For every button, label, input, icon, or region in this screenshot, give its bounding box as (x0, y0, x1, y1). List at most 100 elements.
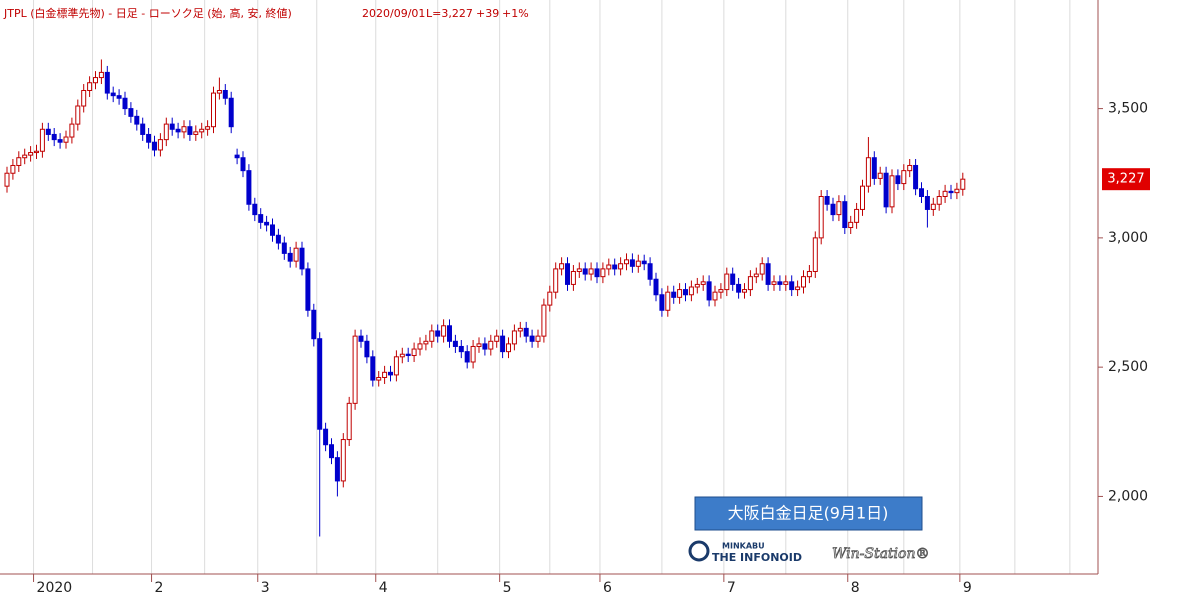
candle-body (576, 268, 582, 272)
candle-body (134, 115, 140, 125)
candle-body (712, 291, 718, 301)
candle-body (63, 136, 69, 143)
candle-body (753, 273, 759, 278)
candle-body (346, 402, 352, 441)
candle-body (494, 335, 500, 342)
candle-body (488, 340, 494, 350)
candle-body (860, 185, 865, 210)
candle-body (34, 150, 39, 154)
candle-body (287, 252, 293, 262)
candle-body (706, 281, 712, 301)
candle-body (169, 123, 175, 130)
candle-body (98, 71, 104, 79)
candle-body (393, 356, 399, 376)
candle-body (948, 190, 954, 194)
candle-body (694, 283, 700, 288)
chart-title: JTPL (白金標準先物) - 日足 - ローソク足 (始, 高, 安, 終値) (3, 6, 292, 20)
candle-body (924, 196, 930, 210)
candle-body (759, 263, 765, 275)
candle-body (671, 291, 677, 298)
candle-body (69, 123, 75, 138)
candle-body (299, 247, 305, 270)
candle-body (765, 263, 771, 285)
candle-body (806, 270, 812, 278)
candle-body (865, 157, 871, 187)
candle-body (22, 154, 28, 159)
candle-body (382, 371, 388, 378)
candle-body (246, 170, 252, 205)
candle-body (724, 273, 730, 291)
candle-body (281, 242, 287, 254)
candle-body (730, 273, 736, 285)
x-tick-label: 2020 (37, 580, 73, 596)
candle-body (523, 327, 529, 337)
candle-body (789, 281, 795, 291)
x-tick-label: 2 (155, 580, 164, 596)
candle-body (818, 196, 824, 239)
y-tick-label: 3,000 (1108, 230, 1148, 246)
candle-body (582, 268, 588, 275)
candle-body (635, 260, 641, 267)
candle-body (411, 348, 417, 357)
candle-body (836, 201, 842, 216)
change-pct: +1% (502, 7, 529, 20)
candle-body (340, 439, 346, 482)
candle-body (612, 264, 618, 270)
candle-body (783, 281, 789, 285)
candle-body (364, 340, 370, 358)
candle-body (736, 283, 742, 293)
logo-icon (688, 540, 710, 562)
annotation: 大阪白金日足(9月1日) (728, 504, 889, 523)
candle-body (211, 92, 216, 128)
candle-body (565, 263, 570, 285)
candle-body (441, 325, 447, 337)
candle-body (942, 190, 948, 198)
candle-body (4, 172, 10, 187)
candle-body (187, 126, 193, 135)
candle-body (901, 170, 907, 185)
candle-body (919, 188, 924, 198)
x-tick-label: 7 (727, 580, 736, 596)
x-tick-label: 3 (261, 580, 270, 596)
candle-body (506, 343, 511, 353)
candle-body (464, 351, 470, 363)
candle-body (311, 309, 317, 340)
candle-body (517, 327, 523, 332)
candle-body (199, 128, 205, 133)
candle-body (777, 281, 783, 285)
annotation-box (694, 496, 923, 531)
candle-body (659, 294, 665, 311)
candle-body (417, 343, 423, 350)
candle-body (370, 356, 376, 381)
candle-body (913, 164, 919, 190)
candle-body (305, 268, 311, 311)
candle-body (388, 371, 393, 376)
candle-body (264, 221, 270, 226)
candle-body (240, 157, 246, 172)
candle-body (334, 457, 340, 482)
candle-body (683, 289, 688, 296)
candle-body (629, 259, 635, 267)
candle-body (252, 203, 258, 216)
x-tick-label: 8 (851, 580, 860, 596)
candle-body (429, 330, 435, 342)
candle-body (624, 259, 629, 265)
candle-body (352, 335, 358, 404)
candle-body (28, 152, 34, 156)
candle-body (588, 268, 594, 275)
candle-body (435, 330, 441, 337)
candle-body (205, 126, 211, 130)
candle-body (871, 157, 877, 179)
candle-body (323, 428, 329, 446)
candle-body (193, 131, 199, 135)
candle-body (641, 260, 647, 265)
candle-body (317, 338, 323, 430)
candle-body (81, 89, 87, 107)
candle-body (718, 289, 724, 293)
y-tick-label: 2,500 (1108, 359, 1148, 375)
candle-body (152, 141, 157, 151)
candle-body (930, 203, 936, 210)
candle-body (45, 128, 51, 135)
candle-body (960, 178, 966, 190)
candle-body (889, 175, 895, 208)
